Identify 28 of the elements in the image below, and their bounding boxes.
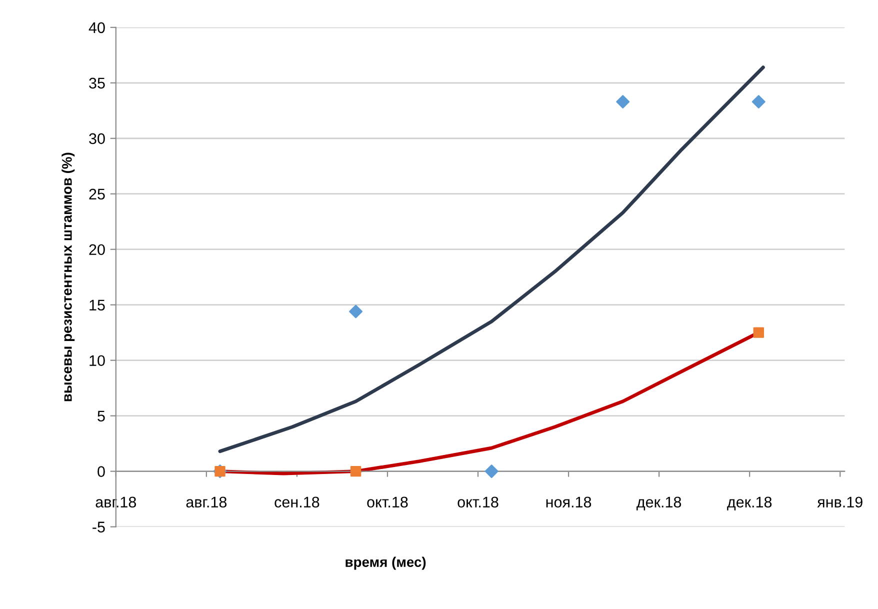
y-tick-label: 15 [90, 300, 105, 311]
point [752, 95, 766, 109]
y-axis-title: высевы резистентных штаммов (%) [62, 152, 75, 402]
point [753, 327, 764, 338]
x-tick-label: ноя.18 [546, 496, 592, 508]
x-tick-label: окт.18 [458, 496, 498, 508]
point [349, 304, 363, 318]
y-tick-label: 10 [90, 355, 105, 366]
y-tick-label: -5 [92, 522, 105, 532]
x-tick-label: авг.18 [96, 496, 136, 508]
y-tick-label: 40 [88, 22, 105, 34]
y-tick-label: 5 [98, 410, 105, 422]
y-tick-label: 30 [89, 133, 105, 144]
y-tick-label: 20 [89, 244, 105, 256]
x-tick-label: окт.18 [367, 496, 408, 508]
point [350, 466, 362, 477]
y-tick-label: 35 [89, 78, 105, 89]
y-tick-label: 0 [98, 466, 105, 477]
x-tick-label: сен.18 [274, 496, 320, 508]
y-tick-label: 25 [89, 188, 105, 200]
x-tick-label: дек.18 [727, 496, 772, 510]
x-tick-label: авг.18 [186, 496, 227, 508]
x-axis-title: время (мес) [346, 556, 426, 570]
x-tick-label: янв.19 [817, 496, 862, 508]
point [484, 464, 498, 478]
line-series [218, 66, 765, 454]
x-tick-label: дек.18 [636, 496, 682, 510]
point [616, 95, 630, 109]
